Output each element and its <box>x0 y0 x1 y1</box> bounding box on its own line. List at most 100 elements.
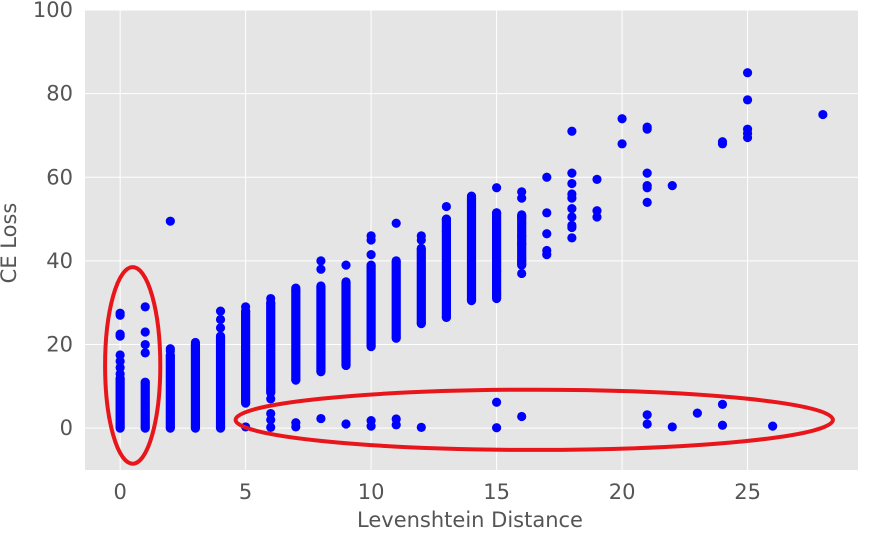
data-point <box>717 139 728 149</box>
data-point <box>517 231 527 241</box>
data-point <box>241 398 251 408</box>
data-point <box>316 264 326 274</box>
x-tick-label: 0 <box>113 480 126 504</box>
point-band <box>391 260 401 339</box>
data-point <box>190 423 201 433</box>
data-point <box>517 239 527 249</box>
data-point <box>366 250 376 260</box>
x-tick-label: 15 <box>483 480 510 504</box>
data-point <box>341 260 351 270</box>
point-band <box>341 281 351 366</box>
point-band <box>190 344 201 429</box>
point-band <box>115 378 125 429</box>
point-band <box>241 311 251 404</box>
annotations <box>103 265 835 466</box>
data-point <box>215 331 226 341</box>
data-point <box>441 201 452 212</box>
data-point <box>140 348 150 358</box>
data-point <box>567 233 577 243</box>
data-point <box>416 422 426 432</box>
data-point <box>366 235 376 245</box>
data-point <box>165 346 175 356</box>
y-tick-label: 20 <box>46 333 73 357</box>
data-point <box>542 229 552 239</box>
data-point <box>742 132 753 143</box>
data-point <box>316 367 326 377</box>
data-point <box>115 331 125 341</box>
data-point <box>567 193 577 203</box>
data-point <box>366 342 376 352</box>
data-point <box>466 199 477 210</box>
tick-labels: 0 5 10 15 20 25 0 20 40 60 80 100 <box>33 0 761 504</box>
data-point <box>667 181 677 191</box>
point-band <box>366 265 376 347</box>
data-point <box>567 204 577 214</box>
data-point <box>642 124 652 134</box>
point-band <box>441 219 452 318</box>
data-point <box>165 423 175 433</box>
data-point <box>341 360 351 371</box>
data-point <box>165 216 175 226</box>
point-band <box>416 248 426 324</box>
data-point <box>717 399 728 409</box>
data-point <box>391 218 401 228</box>
data-point <box>441 312 452 322</box>
data-point <box>416 235 426 245</box>
data-point <box>567 212 577 222</box>
data-point <box>517 411 527 422</box>
data-point <box>291 283 301 293</box>
data-points <box>115 68 828 433</box>
point-band <box>215 336 226 429</box>
point-band <box>316 286 326 372</box>
data-point <box>542 172 552 182</box>
data-point <box>291 422 301 432</box>
data-point <box>491 208 502 218</box>
data-point <box>391 256 401 266</box>
data-point <box>316 281 326 291</box>
point-band <box>140 382 150 429</box>
data-point <box>441 214 452 224</box>
data-point <box>517 212 527 222</box>
x-tick-label: 20 <box>609 480 636 504</box>
highlight-ellipse <box>233 387 835 452</box>
data-point <box>441 227 452 237</box>
point-band <box>291 290 301 381</box>
data-point <box>266 293 276 304</box>
data-point <box>416 319 426 329</box>
data-point <box>366 421 376 431</box>
data-point <box>617 139 627 149</box>
data-point <box>491 289 502 299</box>
data-point <box>567 178 577 189</box>
data-point <box>466 191 477 201</box>
data-point <box>215 314 226 325</box>
data-point <box>717 420 728 430</box>
data-point <box>742 68 753 78</box>
data-point <box>341 277 351 287</box>
data-point <box>391 420 401 430</box>
data-point <box>115 369 125 379</box>
data-point <box>491 397 502 407</box>
point-band <box>491 212 502 299</box>
data-point <box>391 333 401 343</box>
data-point <box>818 109 828 120</box>
data-point <box>617 114 627 124</box>
data-point <box>567 126 577 136</box>
data-point <box>592 174 602 184</box>
data-point <box>642 183 652 193</box>
y-tick-label: 100 <box>33 0 73 22</box>
data-point <box>316 413 326 424</box>
data-point <box>491 183 502 193</box>
data-point <box>567 222 577 233</box>
data-point <box>517 256 527 266</box>
data-point <box>190 337 201 348</box>
data-point <box>115 423 125 433</box>
data-point <box>491 423 502 433</box>
data-point <box>642 197 652 207</box>
x-tick-label: 25 <box>734 480 761 504</box>
point-band <box>466 198 477 301</box>
data-point <box>416 243 426 253</box>
data-point <box>642 419 652 429</box>
data-point <box>291 375 301 385</box>
highlight-ellipse <box>103 265 163 466</box>
data-point <box>692 408 702 418</box>
